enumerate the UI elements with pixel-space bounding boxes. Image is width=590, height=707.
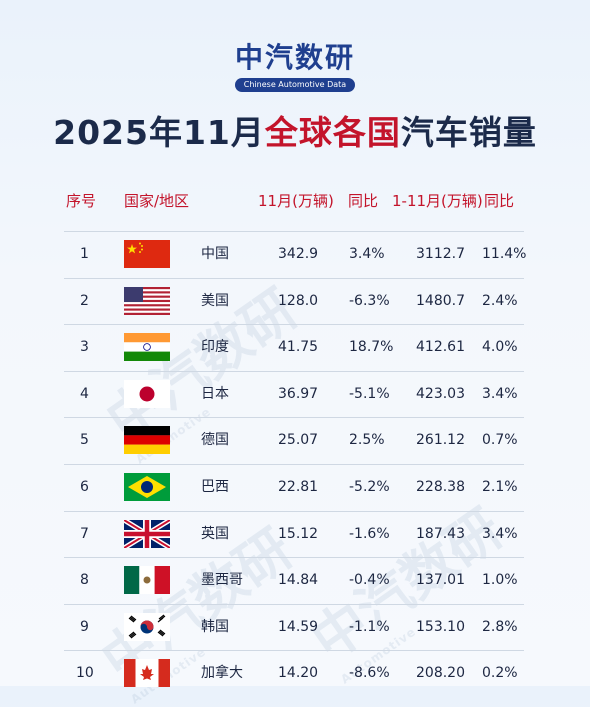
country-cell: 日本 bbox=[201, 385, 229, 402]
india-flag-icon bbox=[124, 333, 170, 362]
yoy-ytd-cell: 0.7% bbox=[482, 432, 518, 449]
canada-flag-icon bbox=[124, 659, 170, 688]
brand-logo-subtitle: Chinese Automotive Data bbox=[235, 78, 355, 92]
november-sales-cell: 41.75 bbox=[278, 339, 319, 356]
mexico-flag-icon bbox=[124, 566, 170, 595]
yoy-month-cell: 2.5% bbox=[349, 432, 385, 449]
title-highlight: 全球各国 bbox=[264, 113, 401, 152]
yoy-month-cell: -8.6% bbox=[349, 665, 390, 682]
table-header: 序号 国家/地区 11月(万辆) 同比 1-11月(万辆) 同比 bbox=[0, 190, 590, 216]
brand-logo-text: 中汽数研 bbox=[234, 41, 355, 74]
november-sales-cell: 25.07 bbox=[278, 432, 319, 449]
november-sales-cell: 14.20 bbox=[278, 665, 319, 682]
rank-cell: 8 bbox=[80, 572, 89, 589]
yoy-ytd-cell: 1.0% bbox=[482, 572, 518, 589]
rank-cell: 1 bbox=[80, 246, 89, 262]
ytd-sales-cell: 1480.7 bbox=[416, 292, 465, 309]
germany-flag-icon bbox=[124, 426, 170, 455]
country-cell: 巴西 bbox=[201, 478, 229, 495]
table-row: 4 日本 36.97 -5.1% 423.03 3.4% bbox=[64, 370, 524, 418]
country-cell: 中国 bbox=[201, 246, 229, 262]
country-cell: 墨西哥 bbox=[201, 572, 243, 589]
yoy-ytd-cell: 4.0% bbox=[482, 339, 518, 356]
korea-flag-icon bbox=[124, 612, 170, 641]
table-row: 9 韩国 14.59 -1.1% 153.10 2.8% bbox=[64, 603, 524, 651]
table-row: 5 德国 25.07 2.5% 261.12 0.7% bbox=[64, 417, 524, 464]
country-cell: 印度 bbox=[201, 339, 229, 356]
yoy-ytd-cell: 2.1% bbox=[482, 478, 518, 495]
yoy-ytd-cell: 3.4% bbox=[482, 385, 518, 402]
rank-cell: 9 bbox=[80, 618, 89, 635]
country-cell: 美国 bbox=[201, 292, 229, 309]
yoy-ytd-cell: 3.4% bbox=[482, 525, 518, 542]
title-rest: 汽车销量 bbox=[400, 113, 537, 152]
sales-table: 1 中国 342.9 3.4% 3112.7 11.4% 2 美国 bbox=[64, 231, 527, 697]
rank-cell: 6 bbox=[80, 478, 89, 495]
header-rank: 序号 bbox=[66, 192, 97, 210]
november-sales-cell: 15.12 bbox=[278, 525, 319, 542]
table-row: 7 英国 15.12 -1.6% 187.43 3.4% bbox=[64, 510, 524, 558]
yoy-ytd-cell: 0.2% bbox=[482, 665, 518, 682]
header-yoy-month: 同比 bbox=[348, 192, 379, 210]
november-sales-cell: 36.97 bbox=[278, 385, 319, 402]
yoy-ytd-cell: 2.8% bbox=[482, 618, 518, 635]
ytd-sales-cell: 137.01 bbox=[416, 572, 465, 589]
brand-logo: 中汽数研 Chinese Automotive Data bbox=[0, 36, 590, 92]
brazil-flag-icon bbox=[124, 472, 170, 501]
rank-cell: 2 bbox=[80, 292, 89, 309]
header-country: 国家/地区 bbox=[124, 192, 190, 210]
ytd-sales-cell: 228.38 bbox=[416, 478, 465, 495]
table-row: 6 巴西 22.81 -5.2% 228.38 2.1% bbox=[64, 463, 524, 511]
rank-cell: 5 bbox=[80, 432, 89, 449]
ytd-sales-cell: 261.12 bbox=[416, 432, 465, 449]
country-cell: 加拿大 bbox=[201, 665, 243, 682]
table-row: 10 加拿大 14.20 -8.6% 208.20 0.2% bbox=[64, 650, 524, 697]
country-cell: 英国 bbox=[201, 525, 229, 542]
november-sales-cell: 22.81 bbox=[278, 478, 319, 495]
yoy-month-cell: -1.1% bbox=[349, 618, 390, 635]
yoy-month-cell: -6.3% bbox=[349, 292, 390, 309]
ytd-sales-cell: 3112.7 bbox=[416, 246, 465, 262]
page-title: 2025年11月全球各国汽车销量 bbox=[0, 106, 590, 154]
ytd-sales-cell: 412.61 bbox=[416, 339, 465, 356]
yoy-month-cell: 3.4% bbox=[349, 246, 385, 262]
yoy-month-cell: -5.1% bbox=[349, 385, 390, 402]
ytd-sales-cell: 153.10 bbox=[416, 618, 465, 635]
table-row: 3 印度 41.75 18.7% 412.61 4.0% bbox=[64, 324, 524, 371]
header-yoy-ytd: 同比 bbox=[484, 192, 515, 210]
header-november: 11月(万辆) bbox=[258, 192, 334, 210]
november-sales-cell: 128.0 bbox=[278, 292, 319, 309]
table-row: 1 中国 342.9 3.4% 3112.7 11.4% bbox=[64, 231, 527, 278]
yoy-ytd-cell: 11.4% bbox=[482, 246, 527, 262]
rank-cell: 10 bbox=[76, 665, 94, 682]
country-cell: 德国 bbox=[201, 432, 229, 449]
yoy-month-cell: 18.7% bbox=[349, 339, 394, 356]
yoy-month-cell: -1.6% bbox=[349, 525, 390, 542]
country-cell: 韩国 bbox=[201, 618, 229, 635]
rank-cell: 7 bbox=[80, 525, 89, 542]
ytd-sales-cell: 187.43 bbox=[416, 525, 465, 542]
table-row: 8 墨西哥 14.84 -0.4% 137.01 1.0% bbox=[64, 557, 524, 604]
rank-cell: 4 bbox=[80, 385, 89, 402]
china-flag-icon bbox=[124, 240, 170, 268]
november-sales-cell: 342.9 bbox=[278, 246, 319, 262]
rank-cell: 3 bbox=[80, 339, 89, 356]
header-ytd: 1-11月(万辆) bbox=[392, 192, 483, 210]
table-row: 2 美国 128.0 -6.3% 1480.7 2.4% bbox=[64, 277, 524, 325]
november-sales-cell: 14.59 bbox=[278, 618, 319, 635]
ytd-sales-cell: 208.20 bbox=[416, 665, 465, 682]
yoy-ytd-cell: 2.4% bbox=[482, 292, 518, 309]
yoy-month-cell: -5.2% bbox=[349, 478, 390, 495]
ytd-sales-cell: 423.03 bbox=[416, 385, 465, 402]
usa-flag-icon bbox=[124, 286, 170, 315]
yoy-month-cell: -0.4% bbox=[349, 572, 390, 589]
november-sales-cell: 14.84 bbox=[278, 572, 319, 589]
title-year-month: 2025年11月 bbox=[53, 113, 265, 152]
japan-flag-icon bbox=[124, 379, 170, 408]
uk-flag-icon bbox=[124, 519, 170, 548]
